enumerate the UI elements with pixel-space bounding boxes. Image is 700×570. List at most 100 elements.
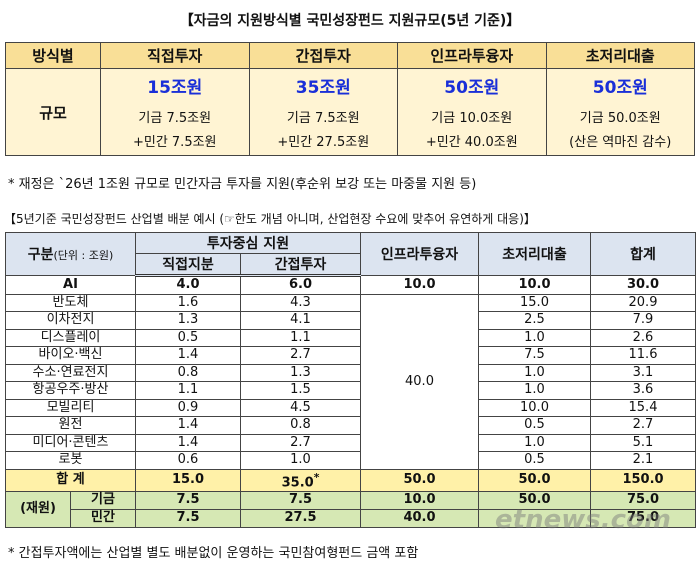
amount: 50조원 bbox=[444, 78, 500, 98]
cell: 5.1 bbox=[590, 433, 696, 452]
amount: 50조원 bbox=[592, 78, 648, 98]
header: 간접투자 bbox=[240, 253, 361, 277]
table2: 구분(단위 : 조원) 투자중심 지원 인프라투융자 초저리대출 합계 직접지분… bbox=[5, 232, 696, 528]
private: +민간 40.0조원 bbox=[425, 135, 518, 150]
row: 모빌리티 0.9 4.5 10.0 15.4 bbox=[5, 398, 696, 417]
cell: 2.1 bbox=[590, 451, 696, 470]
cell: 11.6 bbox=[590, 346, 696, 365]
value: 50.0 bbox=[403, 472, 436, 488]
row: AI 4.0 6.0 10.0 10.0 30.0 bbox=[5, 275, 696, 295]
funding-row: 민간 7.5 27.5 40.0 75.0 bbox=[6, 508, 696, 528]
cell: 2.7 bbox=[240, 433, 361, 452]
mark: * bbox=[313, 470, 320, 484]
header: 방식별 bbox=[5, 42, 101, 69]
cell: 0.8 bbox=[240, 416, 361, 435]
header: 초저리대출 bbox=[545, 42, 695, 69]
row-label: AI bbox=[5, 275, 136, 295]
private: +민간 27.5조원 bbox=[277, 135, 370, 150]
cell: 50.0 bbox=[478, 490, 591, 510]
cell: 1.0 bbox=[478, 381, 591, 400]
cell: 0.6 bbox=[135, 451, 241, 470]
cell: 0.5 bbox=[478, 451, 591, 470]
group-header: 투자중심 지원 bbox=[135, 232, 361, 254]
cell: 0.5 bbox=[478, 416, 591, 435]
cell: 50.0 bbox=[360, 468, 479, 492]
row-label: 민간 bbox=[70, 508, 136, 528]
cell: 2.5 bbox=[478, 311, 591, 330]
row-label: 합 계 bbox=[5, 468, 136, 492]
cell: 15.0 bbox=[478, 293, 591, 312]
cell: 50조원 기금 50.0조원 (산은 역마진 감수) bbox=[545, 68, 695, 156]
row-label: 반도체 bbox=[5, 293, 136, 312]
cell: 4.1 bbox=[240, 311, 361, 330]
cell: 1.6 bbox=[135, 293, 241, 312]
cell: 10.0 bbox=[478, 275, 591, 295]
fund: 기금 10.0조원 bbox=[431, 111, 513, 126]
row: 이차전지 1.3 4.1 2.5 7.9 bbox=[5, 311, 696, 330]
cell: 1.4 bbox=[135, 416, 241, 435]
cell: 1.0 bbox=[478, 433, 591, 452]
row: 디스플레이 0.5 1.1 1.0 2.6 bbox=[5, 328, 696, 347]
table1: 방식별 직접투자 간접투자 인프라투융자 초저리대출 규모 15조원 기금 7.5조원 +민간… bbox=[5, 42, 695, 156]
cell: 0.8 bbox=[135, 363, 241, 382]
row: 반도체 1.6 4.3 40.0 15.0 20.9 bbox=[5, 293, 696, 470]
cell: 1.1 bbox=[135, 381, 241, 400]
fund: 기금 50.0조원 bbox=[579, 111, 661, 126]
row-label: 항공우주·방산 bbox=[5, 381, 136, 400]
header: 인프라투융자 bbox=[360, 232, 479, 276]
table1-title: 【자금의 지원방식별 국민성장펀드 지원규모(5년 기준)】 bbox=[179, 13, 521, 29]
cell: 4.3 bbox=[240, 293, 361, 312]
cell: 75.0 bbox=[590, 508, 696, 528]
cell: 0.5 bbox=[135, 328, 241, 347]
cell: 3.1 bbox=[590, 363, 696, 382]
cell: 10.0 bbox=[478, 398, 591, 417]
value: 50.0 bbox=[518, 472, 551, 488]
row: 로봇 0.6 1.0 0.5 2.1 bbox=[5, 451, 696, 470]
row: 수소·연료전지 0.8 1.3 1.0 3.1 bbox=[5, 363, 696, 382]
row-label: 규모 bbox=[5, 68, 101, 156]
cell: 6.0 bbox=[240, 275, 361, 295]
amount: 15조원 bbox=[147, 78, 203, 98]
private: +민간 7.5조원 bbox=[132, 135, 217, 150]
cell: 4.5 bbox=[240, 398, 361, 417]
row-label: 로봇 bbox=[5, 451, 136, 470]
row-label: 모빌리티 bbox=[5, 398, 136, 417]
row-label: 수소·연료전지 bbox=[5, 363, 136, 382]
cell: 10.0 bbox=[360, 275, 479, 295]
cell: 1.3 bbox=[135, 311, 241, 330]
cell: 35조원 기금 7.5조원 +민간 27.5조원 bbox=[248, 68, 398, 156]
header: 초저리대출 bbox=[478, 232, 591, 276]
row: 항공우주·방산 1.1 1.5 1.0 3.6 bbox=[5, 381, 696, 400]
category-header: 구분(단위 : 조원) bbox=[5, 232, 136, 276]
row-label: 디스플레이 bbox=[5, 328, 136, 347]
cell: 75.0 bbox=[590, 490, 696, 510]
row-label: 미디어·콘텐츠 bbox=[5, 433, 136, 452]
cell: 15.4 bbox=[590, 398, 696, 417]
cell: 35.0* bbox=[240, 468, 361, 492]
cell: 7.5 bbox=[135, 508, 241, 528]
watermark: etnews.com bbox=[495, 505, 671, 535]
category: 구분 bbox=[27, 247, 54, 263]
cell: 27.5 bbox=[240, 508, 361, 528]
cell: 0.9 bbox=[135, 398, 241, 417]
cell: 7.5 bbox=[135, 490, 241, 510]
cell: 15.0 bbox=[135, 468, 241, 492]
cell: 1.0 bbox=[478, 328, 591, 347]
amount: 35조원 bbox=[295, 78, 351, 98]
cell: 40.0 bbox=[360, 293, 479, 470]
row: 바이오·백신 1.4 2.7 7.5 11.6 bbox=[5, 346, 696, 365]
cell: 3.6 bbox=[590, 381, 696, 400]
cell: 1.4 bbox=[135, 433, 241, 452]
cell: 4.0 bbox=[135, 275, 241, 295]
cell: 1.0 bbox=[240, 451, 361, 470]
cell: 1.5 bbox=[240, 381, 361, 400]
cell: 7.5 bbox=[240, 490, 361, 510]
fund: 기금 7.5조원 bbox=[138, 111, 212, 126]
funding-row: (재원) 기금 7.5 7.5 10.0 50.0 75.0 bbox=[5, 490, 696, 528]
cell: 2.6 bbox=[590, 328, 696, 347]
value: 15.0 bbox=[171, 472, 205, 488]
cell: 50.0 bbox=[478, 468, 591, 492]
row-label: 이차전지 bbox=[5, 311, 136, 330]
